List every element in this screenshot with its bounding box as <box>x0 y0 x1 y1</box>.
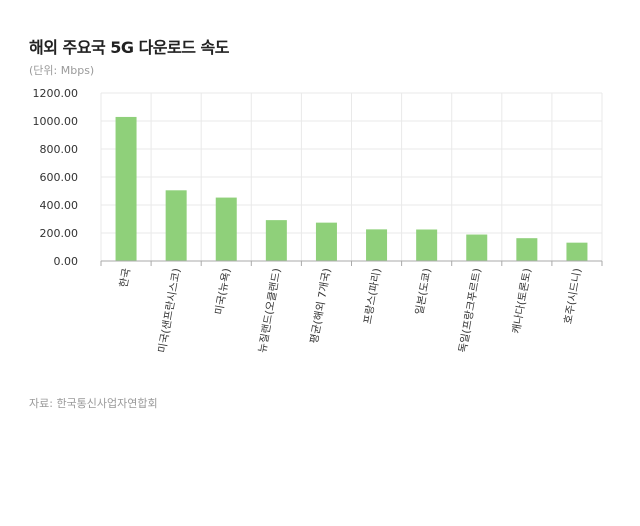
bar <box>416 229 438 261</box>
bar <box>516 238 538 261</box>
x-tick-label: 뉴질랜드(오클랜드) <box>257 267 284 353</box>
x-tick-label: 일본(도쿄) <box>413 267 434 315</box>
bars <box>115 116 588 261</box>
x-tick-label: 호주(시드니) <box>562 267 584 325</box>
y-tick-label: 600.00 <box>40 171 79 184</box>
x-tick-label: 미국(뉴욕) <box>213 267 233 315</box>
bar <box>366 229 388 261</box>
bar <box>215 197 237 261</box>
y-tick-label: 200.00 <box>40 227 79 240</box>
x-axis <box>100 260 603 266</box>
y-tick-label: 1200.00 <box>33 87 79 100</box>
source-note: 자료: 한국통신사업자연합회 <box>29 397 158 410</box>
y-tick-label: 0.00 <box>54 255 79 268</box>
y-tick-label: 800.00 <box>40 143 79 156</box>
x-tick-label: 프랑스(파리) <box>362 267 384 325</box>
x-tick-label: 미국(샌프란시스코) <box>156 267 183 353</box>
bar <box>265 220 287 261</box>
bar <box>165 190 187 261</box>
x-tick-label: 캐나다(토론토) <box>510 267 533 334</box>
x-tick-label: 한국 <box>118 267 133 288</box>
y-tick-label: 400.00 <box>40 199 79 212</box>
x-axis-ticks: 한국 미국(샌프란시스코) 미국(뉴욕) 뉴질랜드(오클랜드) 평균(해외 7개국) 프랑… <box>118 267 584 354</box>
unit-label: (단위: Mbps) <box>29 64 95 77</box>
y-axis-ticks: 0.00 200.00 400.00 600.00 800.00 1000.00 1200.… <box>33 87 79 268</box>
x-tick-label: 평균(해외 7개국) <box>307 267 333 344</box>
bar <box>115 116 137 261</box>
chart-title: 해외 주요국 5G 다운로드 속도 <box>29 38 229 57</box>
bar <box>466 234 488 261</box>
x-tick-label: 독일(프랑크푸르트) <box>456 267 484 353</box>
y-tick-label: 1000.00 <box>33 115 79 128</box>
bar <box>315 222 337 261</box>
bar <box>566 242 588 261</box>
